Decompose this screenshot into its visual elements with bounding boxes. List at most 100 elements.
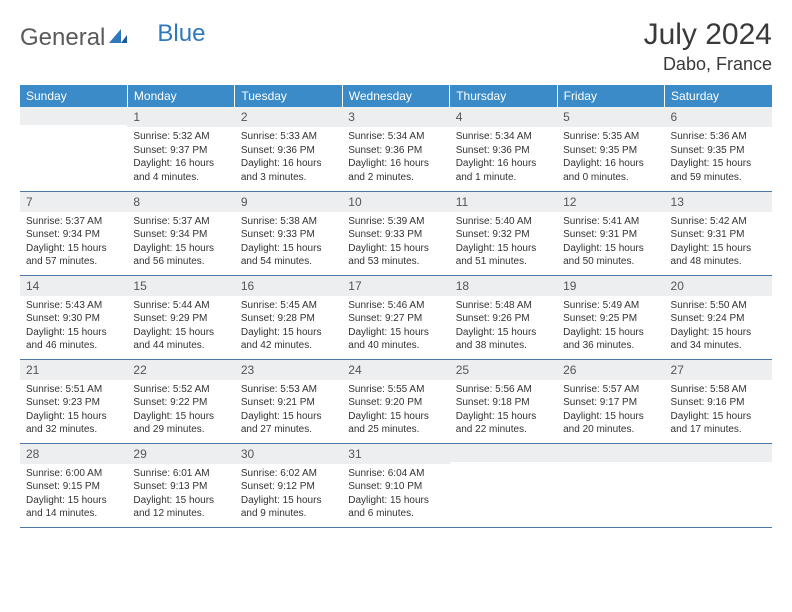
day-detail-line: Daylight: 15 hours <box>26 326 121 340</box>
day-detail-line: and 53 minutes. <box>348 255 443 269</box>
title-block: July 2024 Dabo, France <box>644 18 772 75</box>
day-detail-line: Daylight: 16 hours <box>133 157 228 171</box>
logo-text-blue: Blue <box>157 20 205 48</box>
day-number: 27 <box>665 360 772 380</box>
day-number: 24 <box>342 360 449 380</box>
day-detail-line: Sunset: 9:26 PM <box>456 312 551 326</box>
calendar-table: SundayMondayTuesdayWednesdayThursdayFrid… <box>20 85 772 528</box>
day-number: 12 <box>557 192 664 212</box>
day-detail-line: Sunrise: 5:40 AM <box>456 215 551 229</box>
day-detail-line: and 51 minutes. <box>456 255 551 269</box>
day-details: Sunrise: 5:33 AMSunset: 9:36 PMDaylight:… <box>235 127 342 188</box>
day-details: Sunrise: 5:45 AMSunset: 9:28 PMDaylight:… <box>235 296 342 357</box>
calendar-day-cell: 4Sunrise: 5:34 AMSunset: 9:36 PMDaylight… <box>450 107 557 191</box>
day-detail-line: and 32 minutes. <box>26 423 121 437</box>
day-detail-line: Daylight: 16 hours <box>563 157 658 171</box>
day-detail-line: Daylight: 15 hours <box>348 494 443 508</box>
day-detail-line: Sunrise: 5:36 AM <box>671 130 766 144</box>
day-detail-line: Sunset: 9:32 PM <box>456 228 551 242</box>
day-detail-line: and 27 minutes. <box>241 423 336 437</box>
weekday-header: Tuesday <box>235 85 342 107</box>
day-number: 21 <box>20 360 127 380</box>
day-details: Sunrise: 6:01 AMSunset: 9:13 PMDaylight:… <box>127 464 234 525</box>
day-detail-line: Daylight: 15 hours <box>133 242 228 256</box>
day-detail-line: and 40 minutes. <box>348 339 443 353</box>
day-number: 31 <box>342 444 449 464</box>
day-detail-line: and 54 minutes. <box>241 255 336 269</box>
day-details: Sunrise: 5:34 AMSunset: 9:36 PMDaylight:… <box>342 127 449 188</box>
day-detail-line: Daylight: 15 hours <box>133 326 228 340</box>
day-detail-line: and 6 minutes. <box>348 507 443 521</box>
day-number: 30 <box>235 444 342 464</box>
calendar-day-cell: 9Sunrise: 5:38 AMSunset: 9:33 PMDaylight… <box>235 191 342 275</box>
calendar-day-cell: 20Sunrise: 5:50 AMSunset: 9:24 PMDayligh… <box>665 275 772 359</box>
day-detail-line: Daylight: 15 hours <box>348 326 443 340</box>
calendar-day-cell <box>665 443 772 527</box>
day-detail-line: Sunset: 9:10 PM <box>348 480 443 494</box>
calendar-week-row: 14Sunrise: 5:43 AMSunset: 9:30 PMDayligh… <box>20 275 772 359</box>
day-detail-line: Daylight: 15 hours <box>563 326 658 340</box>
day-detail-line: Sunrise: 5:44 AM <box>133 299 228 313</box>
day-number: 19 <box>557 276 664 296</box>
day-detail-line: Sunrise: 5:45 AM <box>241 299 336 313</box>
day-detail-line: and 36 minutes. <box>563 339 658 353</box>
day-number: 29 <box>127 444 234 464</box>
day-detail-line: Daylight: 15 hours <box>241 242 336 256</box>
day-detail-line: and 1 minute. <box>456 171 551 185</box>
day-detail-line: Sunset: 9:30 PM <box>26 312 121 326</box>
calendar-day-cell: 25Sunrise: 5:56 AMSunset: 9:18 PMDayligh… <box>450 359 557 443</box>
day-number: 22 <box>127 360 234 380</box>
day-detail-line: Sunrise: 5:58 AM <box>671 383 766 397</box>
calendar-day-cell: 10Sunrise: 5:39 AMSunset: 9:33 PMDayligh… <box>342 191 449 275</box>
day-number: 15 <box>127 276 234 296</box>
day-details: Sunrise: 5:34 AMSunset: 9:36 PMDaylight:… <box>450 127 557 188</box>
day-detail-line: and 48 minutes. <box>671 255 766 269</box>
day-detail-line: Sunrise: 5:34 AM <box>348 130 443 144</box>
day-detail-line: Sunset: 9:36 PM <box>456 144 551 158</box>
calendar-day-cell: 11Sunrise: 5:40 AMSunset: 9:32 PMDayligh… <box>450 191 557 275</box>
day-detail-line: Sunset: 9:23 PM <box>26 396 121 410</box>
day-number: 25 <box>450 360 557 380</box>
day-detail-line: and 42 minutes. <box>241 339 336 353</box>
day-detail-line: Sunset: 9:20 PM <box>348 396 443 410</box>
day-detail-line: and 0 minutes. <box>563 171 658 185</box>
day-number: 9 <box>235 192 342 212</box>
day-number: 17 <box>342 276 449 296</box>
day-detail-line: Sunrise: 5:50 AM <box>671 299 766 313</box>
calendar-day-cell: 26Sunrise: 5:57 AMSunset: 9:17 PMDayligh… <box>557 359 664 443</box>
day-detail-line: and 59 minutes. <box>671 171 766 185</box>
day-detail-line: Sunrise: 6:01 AM <box>133 467 228 481</box>
calendar-day-cell: 7Sunrise: 5:37 AMSunset: 9:34 PMDaylight… <box>20 191 127 275</box>
day-number: 13 <box>665 192 772 212</box>
day-detail-line: and 20 minutes. <box>563 423 658 437</box>
calendar-day-cell: 8Sunrise: 5:37 AMSunset: 9:34 PMDaylight… <box>127 191 234 275</box>
calendar-day-cell: 5Sunrise: 5:35 AMSunset: 9:35 PMDaylight… <box>557 107 664 191</box>
day-detail-line: Daylight: 15 hours <box>456 326 551 340</box>
day-details: Sunrise: 5:37 AMSunset: 9:34 PMDaylight:… <box>127 212 234 273</box>
day-detail-line: and 56 minutes. <box>133 255 228 269</box>
day-detail-line: Sunset: 9:17 PM <box>563 396 658 410</box>
day-number: 14 <box>20 276 127 296</box>
day-detail-line: Sunset: 9:33 PM <box>348 228 443 242</box>
day-detail-line: and 2 minutes. <box>348 171 443 185</box>
calendar-day-cell: 17Sunrise: 5:46 AMSunset: 9:27 PMDayligh… <box>342 275 449 359</box>
day-number: 8 <box>127 192 234 212</box>
day-number: 20 <box>665 276 772 296</box>
day-number <box>557 444 664 462</box>
day-detail-line: and 4 minutes. <box>133 171 228 185</box>
day-details: Sunrise: 6:04 AMSunset: 9:10 PMDaylight:… <box>342 464 449 525</box>
day-detail-line: Sunset: 9:22 PM <box>133 396 228 410</box>
day-detail-line: Sunset: 9:29 PM <box>133 312 228 326</box>
day-detail-line: Sunrise: 5:32 AM <box>133 130 228 144</box>
day-details: Sunrise: 5:37 AMSunset: 9:34 PMDaylight:… <box>20 212 127 273</box>
day-detail-line: Daylight: 15 hours <box>671 242 766 256</box>
day-number <box>20 107 127 125</box>
day-detail-line: Sunrise: 5:37 AM <box>133 215 228 229</box>
day-detail-line: and 25 minutes. <box>348 423 443 437</box>
day-detail-line: Sunrise: 6:02 AM <box>241 467 336 481</box>
calendar-day-cell: 6Sunrise: 5:36 AMSunset: 9:35 PMDaylight… <box>665 107 772 191</box>
day-detail-line: Sunset: 9:12 PM <box>241 480 336 494</box>
calendar-day-cell: 23Sunrise: 5:53 AMSunset: 9:21 PMDayligh… <box>235 359 342 443</box>
day-detail-line: Sunset: 9:35 PM <box>563 144 658 158</box>
day-details: Sunrise: 5:53 AMSunset: 9:21 PMDaylight:… <box>235 380 342 441</box>
